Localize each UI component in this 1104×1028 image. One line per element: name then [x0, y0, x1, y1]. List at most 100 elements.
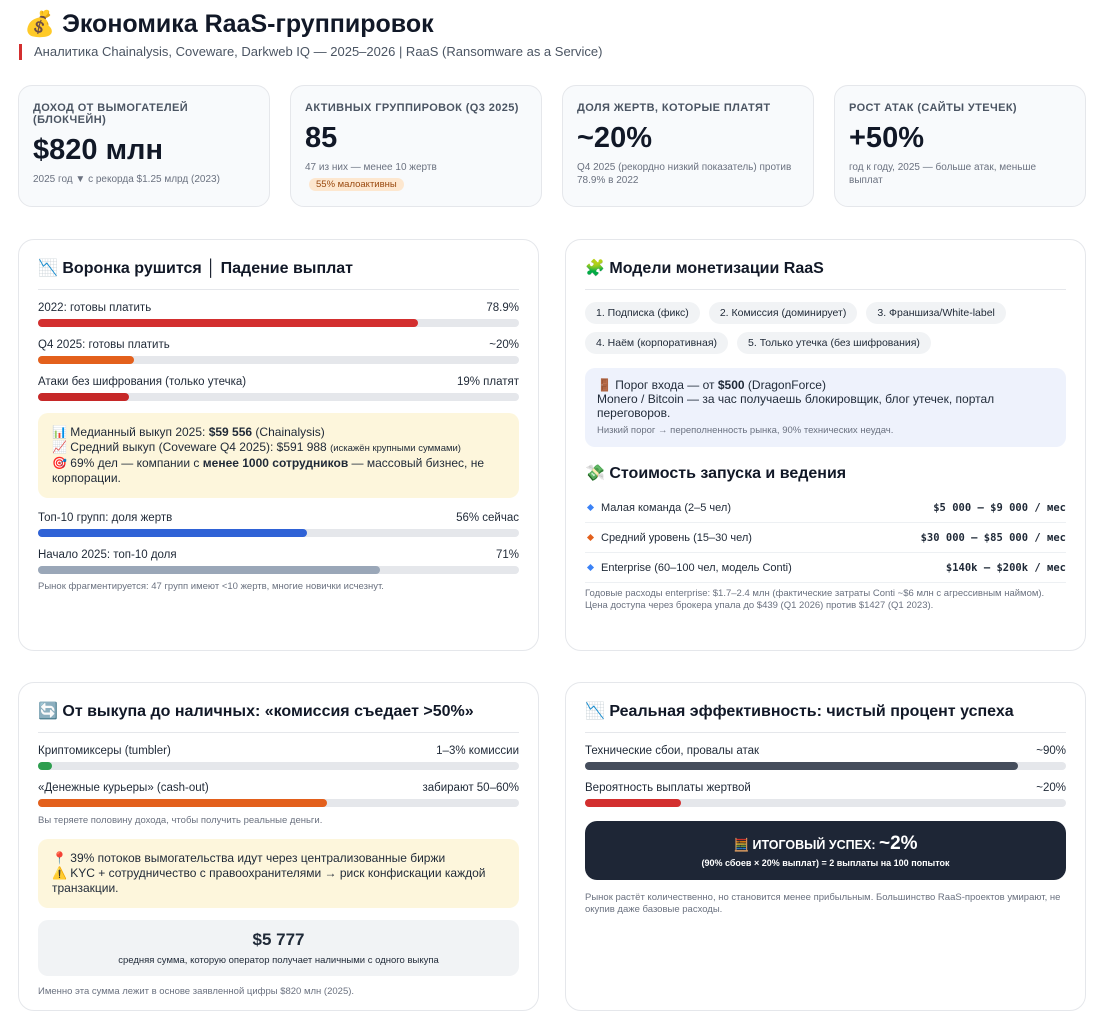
progress-row: Начало 2025: топ-10 доля 71% [38, 549, 519, 561]
bullet [586, 533, 595, 542]
cost-name: Малая команда (2–5 чел) [601, 502, 731, 514]
text-segment: ⚠️ KYC + сотрудничество с правоохранител… [52, 866, 486, 895]
bar-group: Топ-10 групп: доля жертв 56% сейчас Начало… [38, 512, 519, 574]
kpi-label: ДОЛЯ ЖЕРТВ, КОТОРЫЕ ПЛАТЯТ [577, 102, 771, 114]
progress-value-label: 56% сейчас [456, 512, 519, 524]
note: Вы теряете половину дохода, чтобы получи… [38, 815, 323, 826]
progress-item: Технические сбои, провалы атак ~90% [585, 745, 1066, 770]
progress-fill [585, 762, 1018, 770]
panel-title: 🔄 От выкупа до наличных: «комиссия съеда… [38, 701, 519, 733]
footnote: Рынок фрагментируется: 47 групп имеют <1… [38, 581, 384, 592]
progress-track [585, 799, 1066, 807]
cost-row: Enterprise (60–100 чел, модель Conti) $14… [585, 553, 1066, 583]
cost-price: $5 000 – $9 000 / мес [933, 502, 1066, 514]
callout: 📊 Медианный выкуп 2025: $59 556 (Chainal… [38, 413, 519, 498]
progress-item: «Денежные курьеры» (cash-out) забирают 50… [38, 782, 519, 807]
progress-fill [38, 393, 130, 401]
text-segment: 🚪 Порог входа — от [597, 378, 718, 392]
bar-group: 2022: готовы платить 78.9% Q4 2025: готовы… [38, 302, 519, 401]
kpi-badge: 55% малоактивны [309, 178, 404, 191]
progress-track [38, 566, 519, 574]
progress-label: «Денежные курьеры» (cash-out) [38, 782, 209, 794]
progress-fill [38, 319, 418, 327]
text-segment: 📊 Медианный выкуп 2025: [52, 425, 209, 439]
progress-row: Топ-10 групп: доля жертв 56% сейчас [38, 512, 519, 524]
kpi-note: 2025 год ▼ с рекорда $1.25 млрд (2023) [33, 174, 220, 185]
progress-item: Вероятность выплаты жертвой ~20% [585, 782, 1066, 807]
model-tag: 1. Подписка (фикс) [585, 302, 700, 324]
progress-track [38, 393, 519, 401]
progress-row: 2022: готовы платить 78.9% [38, 302, 519, 314]
progress-value-label: 71% [495, 549, 519, 561]
text-segment: (Chainalysis) [252, 425, 325, 439]
progress-track [38, 799, 519, 807]
bullet [586, 503, 595, 512]
kpi-label: ДОХОД ОТ ВЫМОГАТЕЛЕЙ (БЛОКЧЕЙН) [33, 102, 189, 126]
summary-value: $5 777 [252, 930, 305, 949]
entry-box: 🚪 Порог входа — от $500 (DragonForce) Mon… [585, 368, 1066, 447]
bar-group: Криптомиксеры (tumbler) 1–3% комиссии «Ден… [38, 745, 519, 807]
progress-value-label: 78.9% [486, 302, 519, 314]
kpi-value: ~20% [577, 122, 652, 154]
kpi-card: РОСТ АТАК (САЙТЫ УТЕЧЕК) +50% год к году, … [834, 85, 1086, 207]
cost-table: Малая команда (2–5 чел) $5 000 – $9 000 /… [585, 493, 1066, 583]
text-line: 📈 Средний выкуп (Coveware Q4 2025): $591… [52, 440, 505, 456]
kpi-value: $820 млн [33, 134, 163, 166]
result-value: ~2% [878, 833, 918, 854]
progress-item: Топ-10 групп: доля жертв 56% сейчас [38, 512, 519, 537]
kpi-note: Q4 2025 (рекордно низкий показатель) про… [577, 162, 792, 186]
progress-fill [38, 529, 308, 537]
summary: $5 777 средняя сумма, которую оператор п… [38, 920, 519, 976]
text-line: Monero / Bitcoin — за час получаешь блок… [597, 392, 1054, 420]
cost-name: Enterprise (60–100 чел, модель Conti) [601, 562, 792, 574]
result-label: 🧮 ИТОГОВЫЙ УСПЕХ: [733, 838, 879, 852]
text-segment: 📈 Средний выкуп (Coveware Q4 2025): $591… [52, 440, 331, 454]
kpi-value: +50% [849, 122, 924, 154]
cost-row: Малая команда (2–5 чел) $5 000 – $9 000 /… [585, 493, 1066, 523]
text-line: ⚠️ KYC + сотрудничество с правоохранител… [52, 866, 505, 896]
panel-title: 📉 Реальная эффективность: чистый процент… [585, 701, 1066, 733]
progress-label: Технические сбои, провалы атак [585, 745, 760, 757]
text-line: 🚪 Порог входа — от $500 (DragonForce) [597, 378, 1054, 392]
text-segment: (DragonForce) [744, 378, 826, 392]
progress-row: Вероятность выплаты жертвой ~20% [585, 782, 1066, 794]
progress-row: Технические сбои, провалы атак ~90% [585, 745, 1066, 757]
progress-item: Q4 2025: готовы платить ~20% [38, 339, 519, 364]
cost-price: $140k – $200k / мес [945, 562, 1066, 574]
cost-name-wrap: Малая команда (2–5 чел) [585, 502, 731, 514]
result-title: 🧮 ИТОГОВЫЙ УСПЕХ: ~2% [595, 833, 1056, 855]
tag-list: 1. Подписка (фикс) 2. Комиссия (доминируе… [585, 302, 1066, 354]
footnote: Рынок растёт количественно, но становитс… [585, 892, 1061, 915]
footnote: Именно эта сумма лежит в основе заявленн… [38, 986, 355, 997]
cost-name-wrap: Средний уровень (15–30 чел) [585, 532, 752, 544]
kpi-value: 85 [305, 122, 338, 154]
progress-value-label: ~90% [1036, 745, 1066, 757]
progress-label: Атаки без шифрования (только утечка) [38, 376, 247, 388]
cost-price: $30 000 – $85 000 / мес [920, 532, 1066, 544]
cost-name: Средний уровень (15–30 чел) [601, 532, 752, 544]
progress-row: Криптомиксеры (tumbler) 1–3% комиссии [38, 745, 519, 757]
text-line: 📊 Медианный выкуп 2025: $59 556 (Chainal… [52, 425, 505, 440]
progress-fill [38, 762, 53, 770]
model-tag: 2. Комиссия (доминирует) [708, 302, 858, 324]
text-segment: 📍 39% потоков вымогательства идут через … [52, 851, 446, 865]
funnel-panel: 📉 Воронка рушится │ Падение выплат 2022:… [18, 239, 539, 651]
kpi-label: АКТИВНЫХ ГРУППИРОВОК (Q3 2025) [305, 102, 519, 114]
panel-title: 📉 Воронка рушится │ Падение выплат [38, 258, 519, 290]
text-segment: Monero / Bitcoin — за час получаешь блок… [597, 392, 995, 420]
efficiency-panel: 📉 Реальная эффективность: чистый процент… [565, 682, 1086, 1011]
cost-notes: Годовые расходы enterprise: $1.7–2.4 млн… [585, 588, 1066, 612]
text-segment: (искажён крупными суммами) [330, 443, 461, 454]
callout: 📍 39% потоков вымогательства идут через … [38, 839, 519, 908]
progress-item: Криптомиксеры (tumbler) 1–3% комиссии [38, 745, 519, 770]
progress-label: 2022: готовы платить [38, 302, 152, 314]
page-title: 💰 Экономика RaaS-группировок [24, 10, 434, 38]
text-line: 📍 39% потоков вымогательства идут через … [52, 851, 505, 866]
progress-track [38, 319, 519, 327]
text-segment: $500 [717, 378, 745, 392]
summary-caption: средняя сумма, которую оператор получает… [118, 955, 439, 966]
model-tag: 3. Франшиза/White-label [866, 302, 1006, 324]
progress-track [38, 529, 519, 537]
result-formula: (90% сбоев × 20% выплат) = 2 выплаты на … [701, 858, 950, 868]
